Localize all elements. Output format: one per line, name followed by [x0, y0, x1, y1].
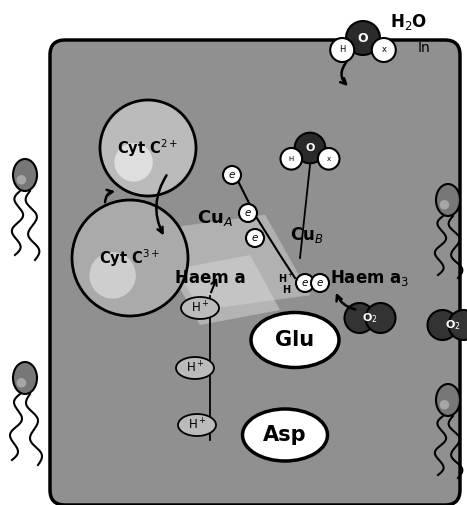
Text: Cu$_A$: Cu$_A$ — [197, 208, 233, 228]
Text: O$_2$: O$_2$ — [362, 311, 378, 325]
Ellipse shape — [439, 200, 449, 210]
Ellipse shape — [17, 175, 26, 185]
Text: Glu: Glu — [276, 330, 315, 350]
Text: Cu$_B$: Cu$_B$ — [290, 225, 324, 245]
Circle shape — [366, 303, 396, 333]
Text: Asp: Asp — [263, 425, 307, 445]
Ellipse shape — [436, 184, 460, 216]
Ellipse shape — [436, 384, 460, 416]
Text: e: e — [317, 278, 323, 288]
Text: H: H — [282, 285, 290, 295]
Circle shape — [72, 200, 188, 316]
Ellipse shape — [17, 378, 26, 388]
Text: Cyt C$^{2+}$: Cyt C$^{2+}$ — [117, 137, 179, 159]
Text: O$_2$: O$_2$ — [445, 318, 461, 332]
Circle shape — [372, 38, 396, 62]
Polygon shape — [155, 215, 310, 310]
Circle shape — [239, 204, 257, 222]
Text: H$_2$O: H$_2$O — [390, 12, 427, 32]
Ellipse shape — [181, 297, 219, 319]
Text: H$^+$: H$^+$ — [186, 361, 204, 376]
Text: O: O — [305, 143, 315, 153]
Text: H$^+$: H$^+$ — [188, 417, 206, 433]
Circle shape — [318, 148, 340, 170]
Circle shape — [330, 38, 354, 62]
Circle shape — [281, 148, 302, 170]
Circle shape — [100, 100, 196, 196]
Circle shape — [427, 310, 458, 340]
Ellipse shape — [13, 159, 37, 191]
Text: e: e — [229, 170, 235, 180]
Text: O: O — [358, 31, 368, 44]
Text: Haem a: Haem a — [175, 269, 245, 287]
Text: H: H — [339, 45, 346, 55]
Circle shape — [246, 229, 264, 247]
Circle shape — [345, 303, 375, 333]
Polygon shape — [170, 255, 280, 325]
Circle shape — [311, 274, 329, 292]
Text: Cyt C$^{3+}$: Cyt C$^{3+}$ — [99, 247, 161, 269]
Text: e: e — [252, 233, 258, 243]
Circle shape — [346, 21, 380, 55]
Text: e: e — [245, 208, 251, 218]
Ellipse shape — [176, 357, 214, 379]
Text: x: x — [326, 156, 331, 162]
Text: Haem a$_3$: Haem a$_3$ — [330, 268, 410, 288]
Text: H$^+$: H$^+$ — [278, 272, 294, 284]
Ellipse shape — [13, 362, 37, 394]
Circle shape — [296, 274, 314, 292]
FancyBboxPatch shape — [50, 40, 460, 505]
Circle shape — [448, 310, 467, 340]
Text: e: e — [302, 278, 308, 288]
Circle shape — [223, 166, 241, 184]
Ellipse shape — [439, 400, 449, 410]
Circle shape — [114, 143, 153, 182]
Ellipse shape — [178, 414, 216, 436]
Circle shape — [89, 252, 136, 298]
Ellipse shape — [242, 409, 327, 461]
Text: In: In — [418, 41, 431, 55]
Circle shape — [295, 133, 325, 163]
Text: x: x — [381, 45, 386, 55]
Ellipse shape — [251, 313, 339, 368]
Text: H$^+$: H$^+$ — [191, 300, 209, 316]
Text: H: H — [289, 156, 294, 162]
